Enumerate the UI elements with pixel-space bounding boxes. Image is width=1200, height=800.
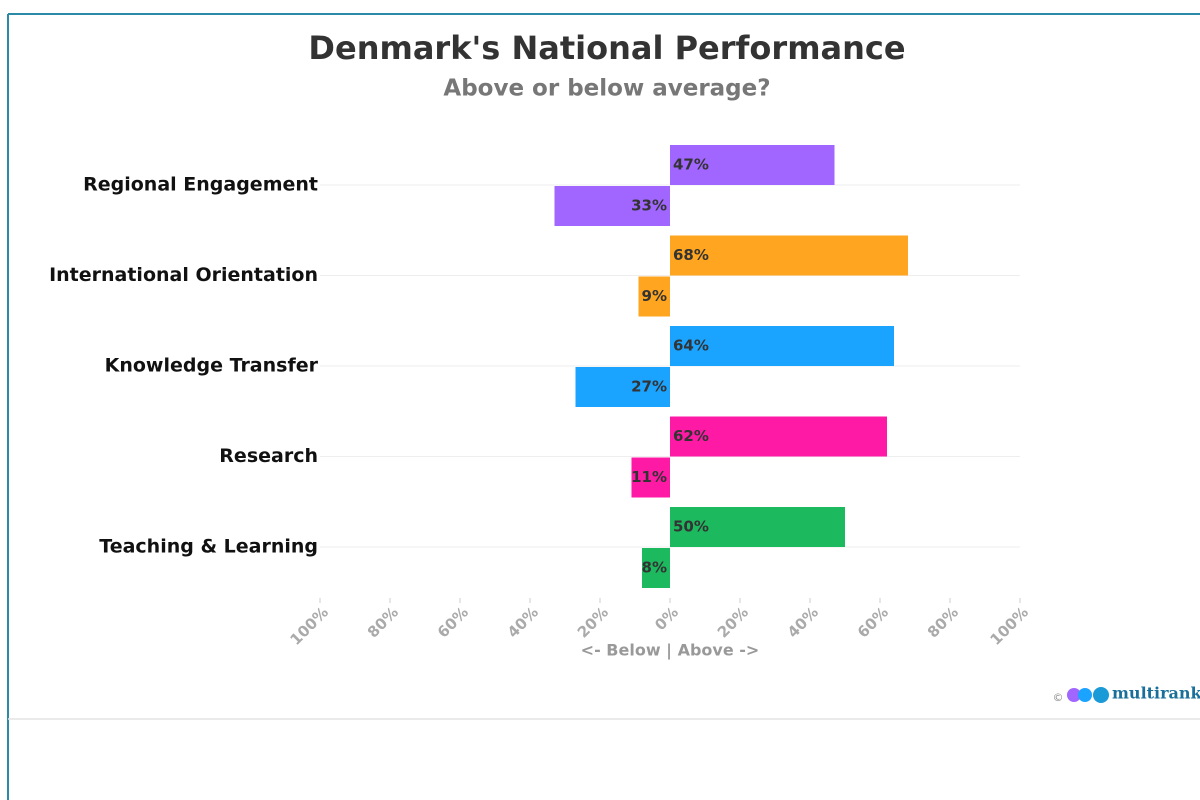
bar [554, 186, 670, 226]
category-label: Research [219, 445, 318, 467]
logo-text: multirank [1112, 684, 1200, 703]
value-label: 9% [642, 287, 667, 305]
category-label: Knowledge Transfer [105, 355, 319, 377]
logo: © multirank [1053, 684, 1200, 705]
value-label: 68% [673, 246, 709, 264]
value-label: 11% [631, 468, 667, 486]
x-tick-label: 100% [287, 603, 332, 648]
value-label: 62% [673, 427, 709, 445]
chart-title: Denmark's National Performance [308, 29, 905, 67]
value-label: 50% [673, 518, 709, 536]
category-label: Regional Engagement [83, 174, 318, 196]
logo-dot [1093, 687, 1109, 703]
bar [670, 235, 908, 276]
bar [642, 548, 670, 588]
logo-dot [1067, 688, 1081, 702]
value-label: 27% [631, 378, 667, 396]
copyright: © [1053, 691, 1064, 704]
chart-subtitle: Above or below average? [443, 76, 770, 102]
x-tick-label: 60% [434, 603, 472, 641]
bar [670, 326, 894, 366]
bar [575, 367, 670, 407]
value-label: 8% [642, 559, 667, 577]
logo-dot [1078, 688, 1092, 702]
bar [631, 457, 670, 498]
bar [670, 416, 887, 457]
x-tick-label: 80% [364, 603, 402, 641]
x-tick-label: 40% [784, 603, 822, 641]
x-tick-label: 40% [504, 603, 542, 641]
category-label: Teaching & Learning [99, 536, 318, 558]
x-tick-label: 20% [574, 603, 612, 641]
x-tick-label: 80% [924, 603, 962, 641]
value-label: 64% [673, 337, 709, 355]
x-axis-label: <- Below | Above -> [581, 641, 760, 661]
x-tick-label: 0% [651, 603, 682, 634]
bar [670, 145, 835, 185]
x-tick-label: 100% [987, 603, 1032, 648]
bar [670, 507, 845, 547]
bar [638, 276, 670, 317]
x-tick-label: 20% [714, 603, 752, 641]
category-label: International Orientation [49, 264, 318, 286]
value-label: 33% [631, 197, 667, 215]
value-label: 47% [673, 156, 709, 174]
x-tick-label: 60% [854, 603, 892, 641]
